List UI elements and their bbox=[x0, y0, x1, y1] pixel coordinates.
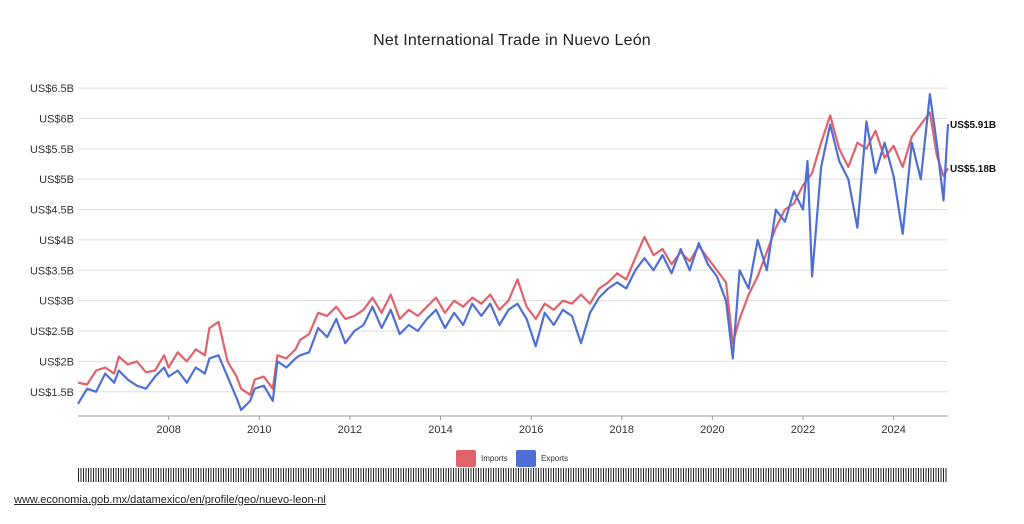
x-tick-label: 2016 bbox=[519, 424, 543, 436]
x-tick-label: 2020 bbox=[700, 424, 724, 436]
legend-item-exports[interactable]: Exports bbox=[516, 450, 568, 467]
y-axis-ticks: US$1.5B US$2B US$2.5B US$3B US$3.5B US$4B US$4… bbox=[30, 83, 74, 399]
y-tick-label: US$2.5B bbox=[30, 326, 74, 338]
x-tick-label: 2018 bbox=[610, 424, 634, 436]
y-tick-label: US$6.5B bbox=[30, 83, 74, 95]
y-tick-label: US$2B bbox=[39, 356, 74, 368]
y-tick-label: US$1.5B bbox=[30, 387, 74, 399]
y-tick-label: US$5B bbox=[39, 174, 74, 186]
imports-swatch bbox=[456, 450, 476, 467]
source-link[interactable]: www.economia.gob.mx/datamexico/en/profil… bbox=[14, 494, 326, 506]
y-tick-label: US$3.5B bbox=[30, 265, 74, 277]
grid-lines bbox=[78, 87, 948, 417]
legend-label-imports: Imports bbox=[481, 454, 508, 463]
series-lines bbox=[77, 93, 950, 412]
imports-series-line[interactable] bbox=[77, 111, 949, 396]
legend-label-exports: Exports bbox=[541, 454, 568, 463]
x-tick-label: 2012 bbox=[338, 424, 362, 436]
legend: Imports Exports bbox=[456, 450, 568, 467]
x-axis-ticks: 2008 2010 2012 2014 2016 2018 2020 2022 2024 bbox=[156, 416, 906, 436]
y-tick-label: US$4B bbox=[39, 235, 74, 247]
exports-swatch bbox=[516, 450, 536, 467]
x-tick-label: 2010 bbox=[247, 424, 271, 436]
x-tick-label: 2022 bbox=[791, 424, 815, 436]
y-tick-label: US$4.5B bbox=[30, 205, 74, 217]
chart-title: Net International Trade in Nuevo León bbox=[373, 32, 651, 49]
exports-end-label: US$5.91B bbox=[950, 120, 996, 131]
y-tick-label: US$6B bbox=[39, 113, 74, 125]
x-tick-label: 2008 bbox=[156, 424, 180, 436]
timeline-brush[interactable] bbox=[78, 468, 948, 482]
imports-end-label: US$5.18B bbox=[950, 164, 996, 175]
y-tick-label: US$5.5B bbox=[30, 144, 74, 156]
y-tick-label: US$3B bbox=[39, 296, 74, 308]
legend-item-imports[interactable]: Imports bbox=[456, 450, 508, 467]
exports-series-line[interactable] bbox=[77, 93, 950, 412]
x-tick-label: 2014 bbox=[428, 424, 452, 436]
x-tick-label: 2024 bbox=[881, 424, 905, 436]
